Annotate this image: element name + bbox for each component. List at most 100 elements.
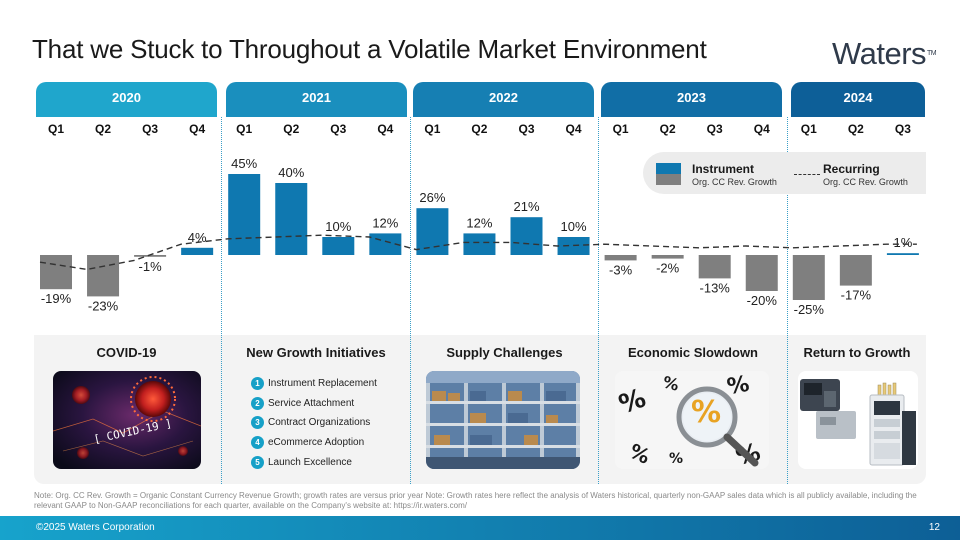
section-title-covid: COVID-19 [96,345,157,360]
initiative-label: Instrument Replacement [268,378,377,389]
svg-text:%: % [725,372,751,400]
quarter-label: Q2 [283,122,300,136]
section-title-slowdown: Economic Slowdown [627,345,758,360]
quarter-label: Q4 [377,122,394,136]
footer-bar: ©2025 Waters Corporation 12 [0,516,960,540]
year-label: 2021 [302,90,331,105]
instrument-bar [839,255,872,286]
instrument-bar [651,255,684,259]
logo-trademark: TM [927,50,937,57]
svg-text:%: % [615,383,650,420]
bar-value-label: -25% [794,302,825,317]
year-separator [221,117,222,484]
magnifier-image: % % % % % % % [615,371,769,469]
quarter-label: Q3 [706,122,723,136]
copyright: ©2025 Waters Corporation [36,522,155,533]
instrument-bar [510,217,543,255]
instrument-bar [181,247,214,255]
quarter-label: Q2 [95,122,112,136]
bar-value-label: 1% [894,235,913,250]
bar-value-label: -23% [88,298,119,313]
warehouse-illustration [426,371,580,469]
legend-instrument-sub: Org. CC Rev. Growth [692,177,777,187]
legend-recurring-sub: Org. CC Rev. Growth [823,177,908,187]
page-title: That we Stuck to Throughout a Volatile M… [32,34,707,64]
instrument-bar [698,255,731,279]
year-separator [787,117,788,484]
svg-text:%: % [661,372,681,395]
covid-image: [ COVID-19 ] [53,371,201,469]
quarter-label: Q1 [612,122,629,136]
year-label: 2024 [843,90,873,105]
instrument-bar [886,253,919,255]
initiative-number: 4 [251,436,264,449]
bar-value-label: 12% [466,215,492,230]
instrument-bar [228,174,261,255]
quarter-label: Q4 [565,122,582,136]
quarter-label: Q2 [471,122,488,136]
bar-value-label: 12% [372,215,398,230]
magnifier-percent: % [691,395,722,430]
initiative-number: 2 [251,397,264,410]
bar-value-label: 21% [513,199,539,214]
quarter-label: Q3 [518,122,535,136]
bar-value-label: 45% [231,156,257,171]
waters-logo: WatersTM [832,36,937,72]
bar-value-label: 40% [278,165,304,180]
quarter-label: Q4 [753,122,770,136]
instrument-bar [40,255,72,290]
year-band-2024: 2024 [791,82,925,117]
quarter-label: Q1 [424,122,441,136]
covid-illustration [53,371,201,469]
quarter-label: Q2 [659,122,676,136]
instrument-image [798,371,918,469]
instrument-bar [134,255,167,257]
year-label: 2020 [112,90,141,105]
quarter-label: Q1 [800,122,817,136]
year-label: 2023 [677,90,706,105]
legend-swatch-instrument-positive [656,163,681,174]
section-title-return: Return to Growth [803,345,911,360]
initiative-label: Contract Organizations [268,417,371,428]
instrument-bar [322,237,355,255]
quarter-label: Q1 [236,122,253,136]
magnifier-illustration: % % % % % % [615,372,763,469]
initiative-label: Service Attachment [268,398,355,409]
instrument-bar [792,255,825,300]
bar-value-label: -2% [656,261,680,276]
bar-value-label: 26% [419,190,445,205]
instrument-bar [416,208,449,255]
instrument-bar [87,255,120,297]
quarter-label: Q3 [330,122,347,136]
instrument-illustration [800,379,916,466]
initiative-number: 5 [251,456,264,469]
year-band-2022: 2022 [413,82,594,117]
chart-legend [643,152,926,194]
bar-value-label: -19% [41,291,72,306]
footnote: Note: Org. CC Rev. Growth = Organic Cons… [34,491,917,510]
bar-value-label: -3% [609,262,633,277]
quarter-label: Q4 [189,122,206,136]
year-band-2020: 2020 [36,82,217,117]
year-label: 2022 [489,90,518,105]
quarter-label: Q1 [47,122,64,136]
instrument-bar [745,255,778,291]
bar-value-label: -13% [700,280,731,295]
quarter-label: Q2 [847,122,864,136]
logo-text: Waters [832,36,927,71]
initiative-label: Launch Excellence [268,457,352,468]
bar-value-label: -1% [139,259,163,274]
svg-text:%: % [669,451,683,467]
section-title-supply: Supply Challenges [446,345,563,360]
year-separator [598,117,599,484]
year-band-2021: 2021 [226,82,407,117]
bar-value-label: -17% [841,288,872,303]
recurring-growth-line [39,234,917,271]
legend-instrument-title: Instrument [692,162,755,176]
quarter-label: Q3 [894,122,911,136]
warehouse-image [426,371,580,469]
instrument-bar [463,233,496,255]
instrument-bar [275,183,308,255]
initiative-label: eCommerce Adoption [268,437,365,448]
